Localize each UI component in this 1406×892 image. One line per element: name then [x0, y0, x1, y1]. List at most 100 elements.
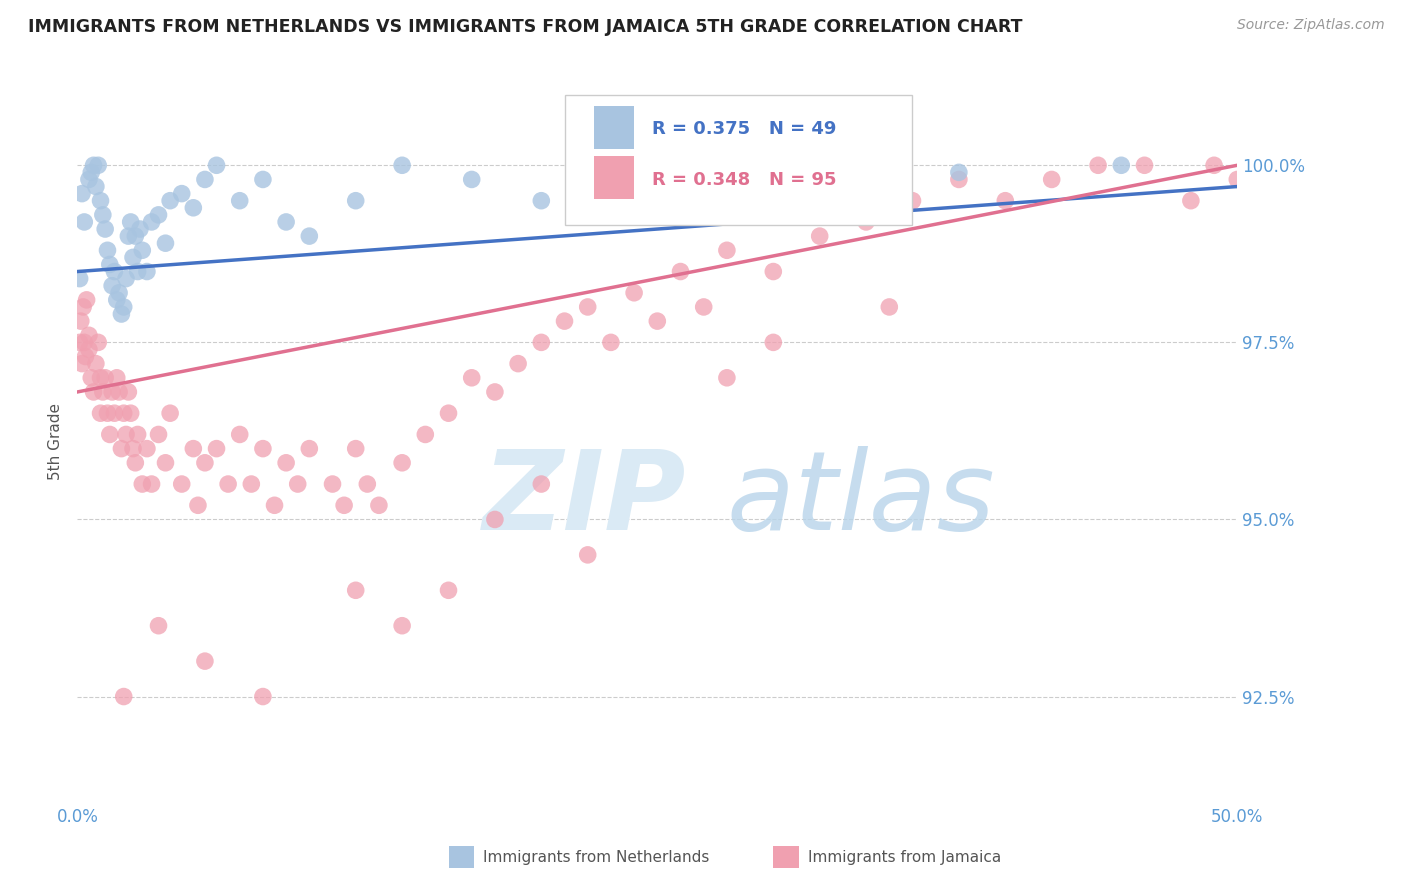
Point [155, 236, 177, 251]
Text: ZIP: ZIP [484, 446, 686, 553]
Point [108, 384, 131, 399]
Point [117, 229, 139, 244]
Point [148, 427, 170, 442]
Point [554, 314, 576, 328]
FancyBboxPatch shape [593, 105, 634, 149]
Point [948, 165, 970, 179]
Point [1040, 172, 1063, 186]
Point [96, 406, 118, 420]
Point [70, 186, 93, 201]
Point [90, 194, 111, 208]
Point [808, 158, 831, 172]
Text: IMMIGRANTS FROM NETHERLANDS VS IMMIGRANTS FROM JAMAICA 5TH GRADE CORRELATION CHA: IMMIGRANTS FROM NETHERLANDS VS IMMIGRANT… [28, 18, 1022, 36]
Point [94, 371, 117, 385]
Point [240, 477, 263, 491]
Point [84, 357, 107, 371]
Point [530, 477, 553, 491]
Point [129, 222, 152, 236]
Text: atlas: atlas [727, 446, 995, 553]
Point [72, 300, 94, 314]
Point [124, 456, 146, 470]
Point [1202, 158, 1225, 172]
Point [716, 244, 738, 258]
Point [136, 264, 159, 278]
Point [484, 512, 506, 526]
Point [506, 357, 529, 371]
Point [263, 498, 285, 512]
Point [194, 654, 217, 668]
Point [94, 222, 117, 236]
Point [693, 300, 716, 314]
Point [413, 427, 436, 442]
Point [205, 442, 228, 456]
Point [84, 179, 107, 194]
Point [70, 357, 93, 371]
Point [321, 477, 344, 491]
Point [105, 293, 128, 307]
FancyBboxPatch shape [565, 95, 912, 225]
Point [228, 427, 252, 442]
Point [117, 384, 139, 399]
Point [1133, 158, 1156, 172]
Point [69, 314, 91, 328]
Point [77, 172, 100, 186]
Point [91, 208, 114, 222]
Point [298, 442, 321, 456]
Point [101, 384, 124, 399]
Point [194, 456, 217, 470]
Point [948, 172, 970, 186]
Text: R = 0.348   N = 95: R = 0.348 N = 95 [651, 171, 837, 189]
Point [127, 264, 149, 278]
Text: Immigrants from Netherlands: Immigrants from Netherlands [484, 850, 710, 865]
Point [131, 244, 153, 258]
FancyBboxPatch shape [773, 847, 799, 868]
Point [73, 215, 96, 229]
Point [159, 194, 181, 208]
Point [576, 548, 599, 562]
Point [80, 165, 103, 179]
Point [170, 186, 193, 201]
Point [276, 215, 298, 229]
Point [115, 427, 138, 442]
Point [131, 477, 153, 491]
Point [647, 314, 669, 328]
Point [623, 158, 645, 172]
Point [391, 618, 413, 632]
Point [368, 498, 391, 512]
Point [155, 456, 177, 470]
Point [1087, 158, 1109, 172]
Point [103, 406, 125, 420]
Point [194, 172, 217, 186]
Point [105, 371, 128, 385]
Point [716, 172, 738, 186]
Point [127, 427, 149, 442]
Point [187, 498, 209, 512]
Point [80, 371, 103, 385]
Point [356, 477, 378, 491]
Point [75, 350, 97, 364]
Point [77, 328, 100, 343]
Point [461, 371, 484, 385]
Point [69, 335, 91, 350]
Point [141, 477, 163, 491]
Point [228, 194, 252, 208]
Point [344, 194, 367, 208]
Point [600, 335, 623, 350]
Point [77, 343, 100, 357]
Point [716, 371, 738, 385]
Point [333, 498, 356, 512]
Point [90, 371, 111, 385]
Point [73, 335, 96, 350]
Point [112, 690, 135, 704]
Point [530, 194, 553, 208]
Point [120, 406, 142, 420]
FancyBboxPatch shape [593, 156, 634, 200]
Point [96, 244, 118, 258]
Point [90, 406, 111, 420]
Point [98, 257, 121, 271]
Y-axis label: 5th Grade: 5th Grade [48, 403, 63, 480]
Point [391, 456, 413, 470]
Point [159, 406, 181, 420]
Point [276, 456, 298, 470]
Point [252, 442, 274, 456]
